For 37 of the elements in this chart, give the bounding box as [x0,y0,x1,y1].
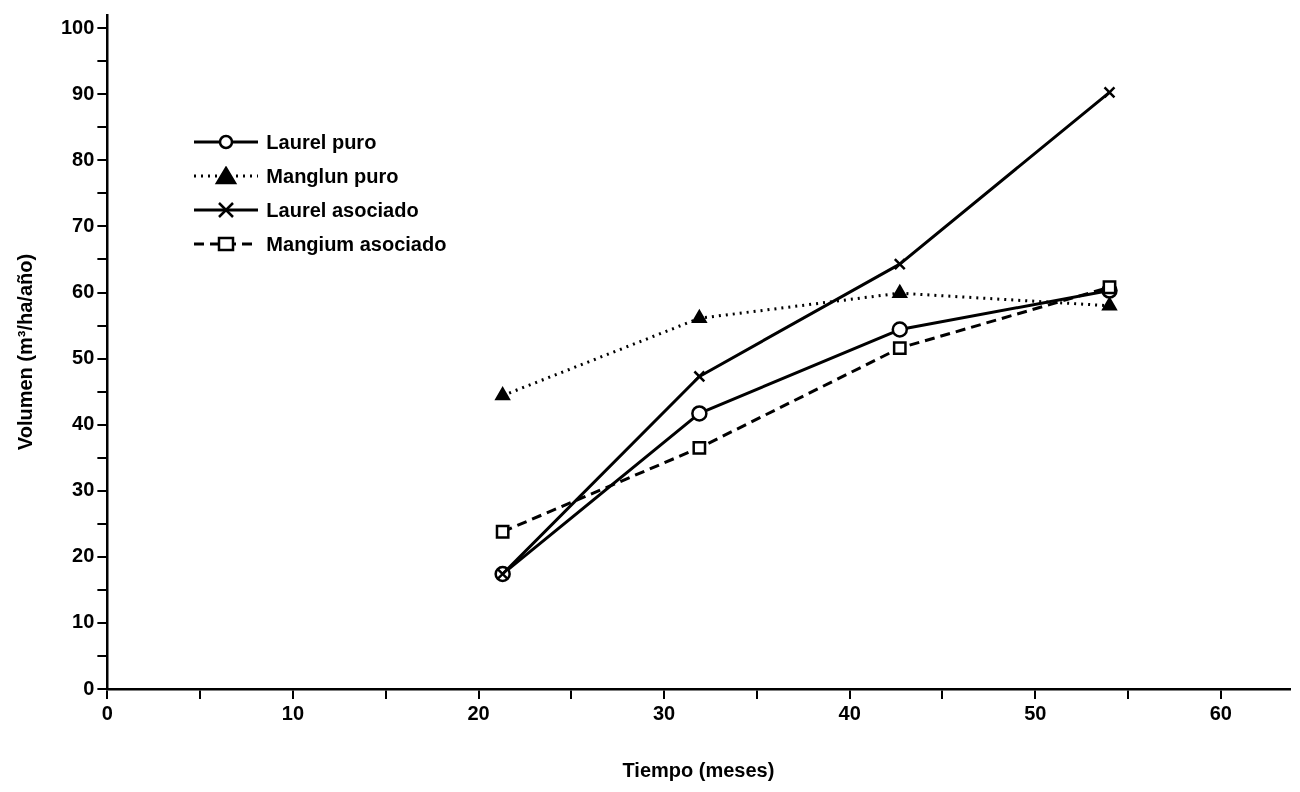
point [692,440,707,455]
y-tick-label: 50 [72,346,95,369]
point [892,284,908,298]
x-tick-label: 20 [467,701,490,724]
y-tick-label: 100 [60,15,95,38]
y-axis-title: Volumen (m³/ha/año) [13,253,36,451]
point [495,387,510,401]
y-tick-label: 30 [72,478,95,501]
point [495,524,510,539]
y-tick-label: 20 [72,544,95,567]
point [893,257,906,271]
x-tick-label: 40 [838,701,861,724]
point [691,405,708,422]
legend-label: Laurel puro [266,130,377,154]
point [1102,297,1117,311]
x-tick-label: 10 [281,701,305,724]
point [891,321,909,338]
point [1102,280,1117,295]
y-tick-label: 80 [72,147,95,170]
x-tick-label: 50 [1024,701,1047,724]
x-tick-label: 0 [101,701,113,724]
point [692,310,707,324]
point [892,341,907,355]
x-axis-title: Tiempo (meses) [622,758,775,781]
y-tick-label: 90 [72,81,95,104]
y-tick-label: 0 [83,676,95,699]
point [1103,86,1116,99]
y-tick-label: 10 [72,610,95,633]
legend-label: Mangium asociado [266,232,447,256]
point [693,370,706,383]
x-tick-label: 60 [1209,701,1232,724]
legend-label: Manglun puro [266,164,399,188]
y-tick-label: 70 [72,213,95,236]
y-tick-label: 60 [72,280,95,303]
y-tick-label: 40 [72,412,95,435]
legend-label: Laurel asociado [266,198,419,222]
x-tick-label: 30 [652,701,676,724]
